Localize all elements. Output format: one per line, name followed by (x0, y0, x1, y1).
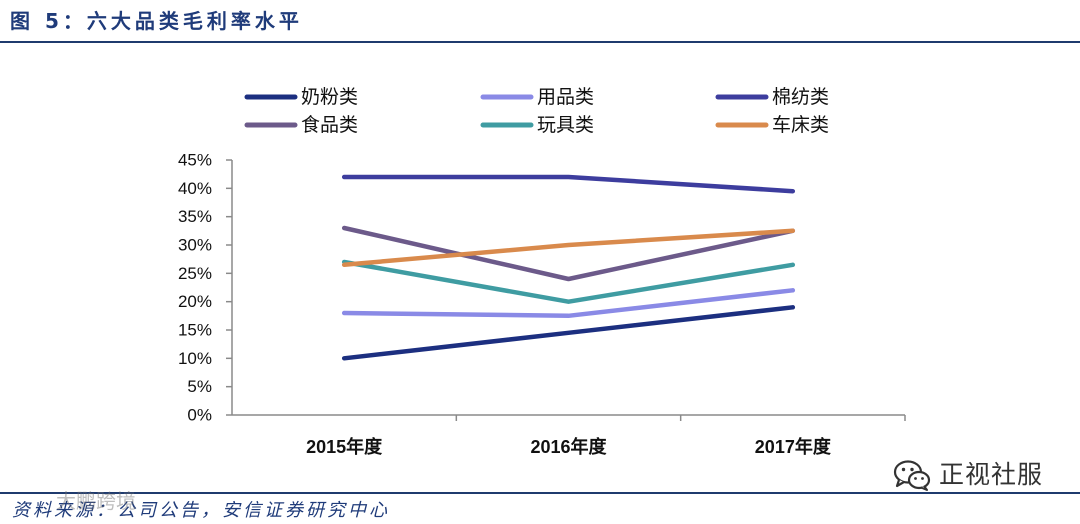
series-line-formula-milk (341, 305, 796, 361)
x-category-label: 2017年度 (755, 436, 832, 457)
y-tick-label: 20% (178, 292, 212, 311)
y-tick-label: 5% (187, 377, 212, 396)
watermark-text: 正视社服 (939, 460, 1044, 489)
y-tick-label: 35% (178, 207, 212, 226)
source-note: 资料来源：公司公告，安信证券研究中心 (12, 500, 390, 521)
x-category-label: 2015年度 (306, 436, 383, 457)
y-tick-label: 25% (178, 264, 212, 283)
legend-label-toys: 玩具类 (537, 114, 594, 136)
watermark-faint: 大鹏跨境 (56, 489, 136, 513)
y-tick-label: 10% (178, 349, 212, 368)
x-category-label: 2016年度 (530, 436, 607, 457)
series-line-stroller-crib (341, 228, 796, 268)
y-tick-label: 30% (178, 236, 212, 255)
series-line-cotton-textile (341, 174, 796, 194)
series-line-food (341, 225, 796, 282)
watermark-brand: 正视社服 (893, 458, 1043, 492)
series-line-supplies (341, 288, 796, 319)
legend-label-food: 食品类 (301, 114, 358, 136)
y-tick-label: 0% (187, 406, 212, 425)
legend-label-stroller-crib: 车床类 (772, 114, 829, 136)
title-rule (0, 41, 1080, 43)
y-tick-label: 15% (178, 321, 212, 340)
legend-label-formula-milk: 奶粉类 (301, 86, 358, 108)
page-title: 图 5：六大品类毛利率水平 (10, 9, 303, 33)
legend-label-cotton-textile: 棉纺类 (772, 86, 829, 108)
legend-label-supplies: 用品类 (537, 86, 594, 108)
footer-rule (0, 492, 1080, 494)
y-tick-label: 40% (178, 179, 212, 198)
y-tick-label: 45% (178, 151, 212, 170)
wechat-icon (893, 460, 931, 491)
series-line-toys (341, 259, 796, 304)
